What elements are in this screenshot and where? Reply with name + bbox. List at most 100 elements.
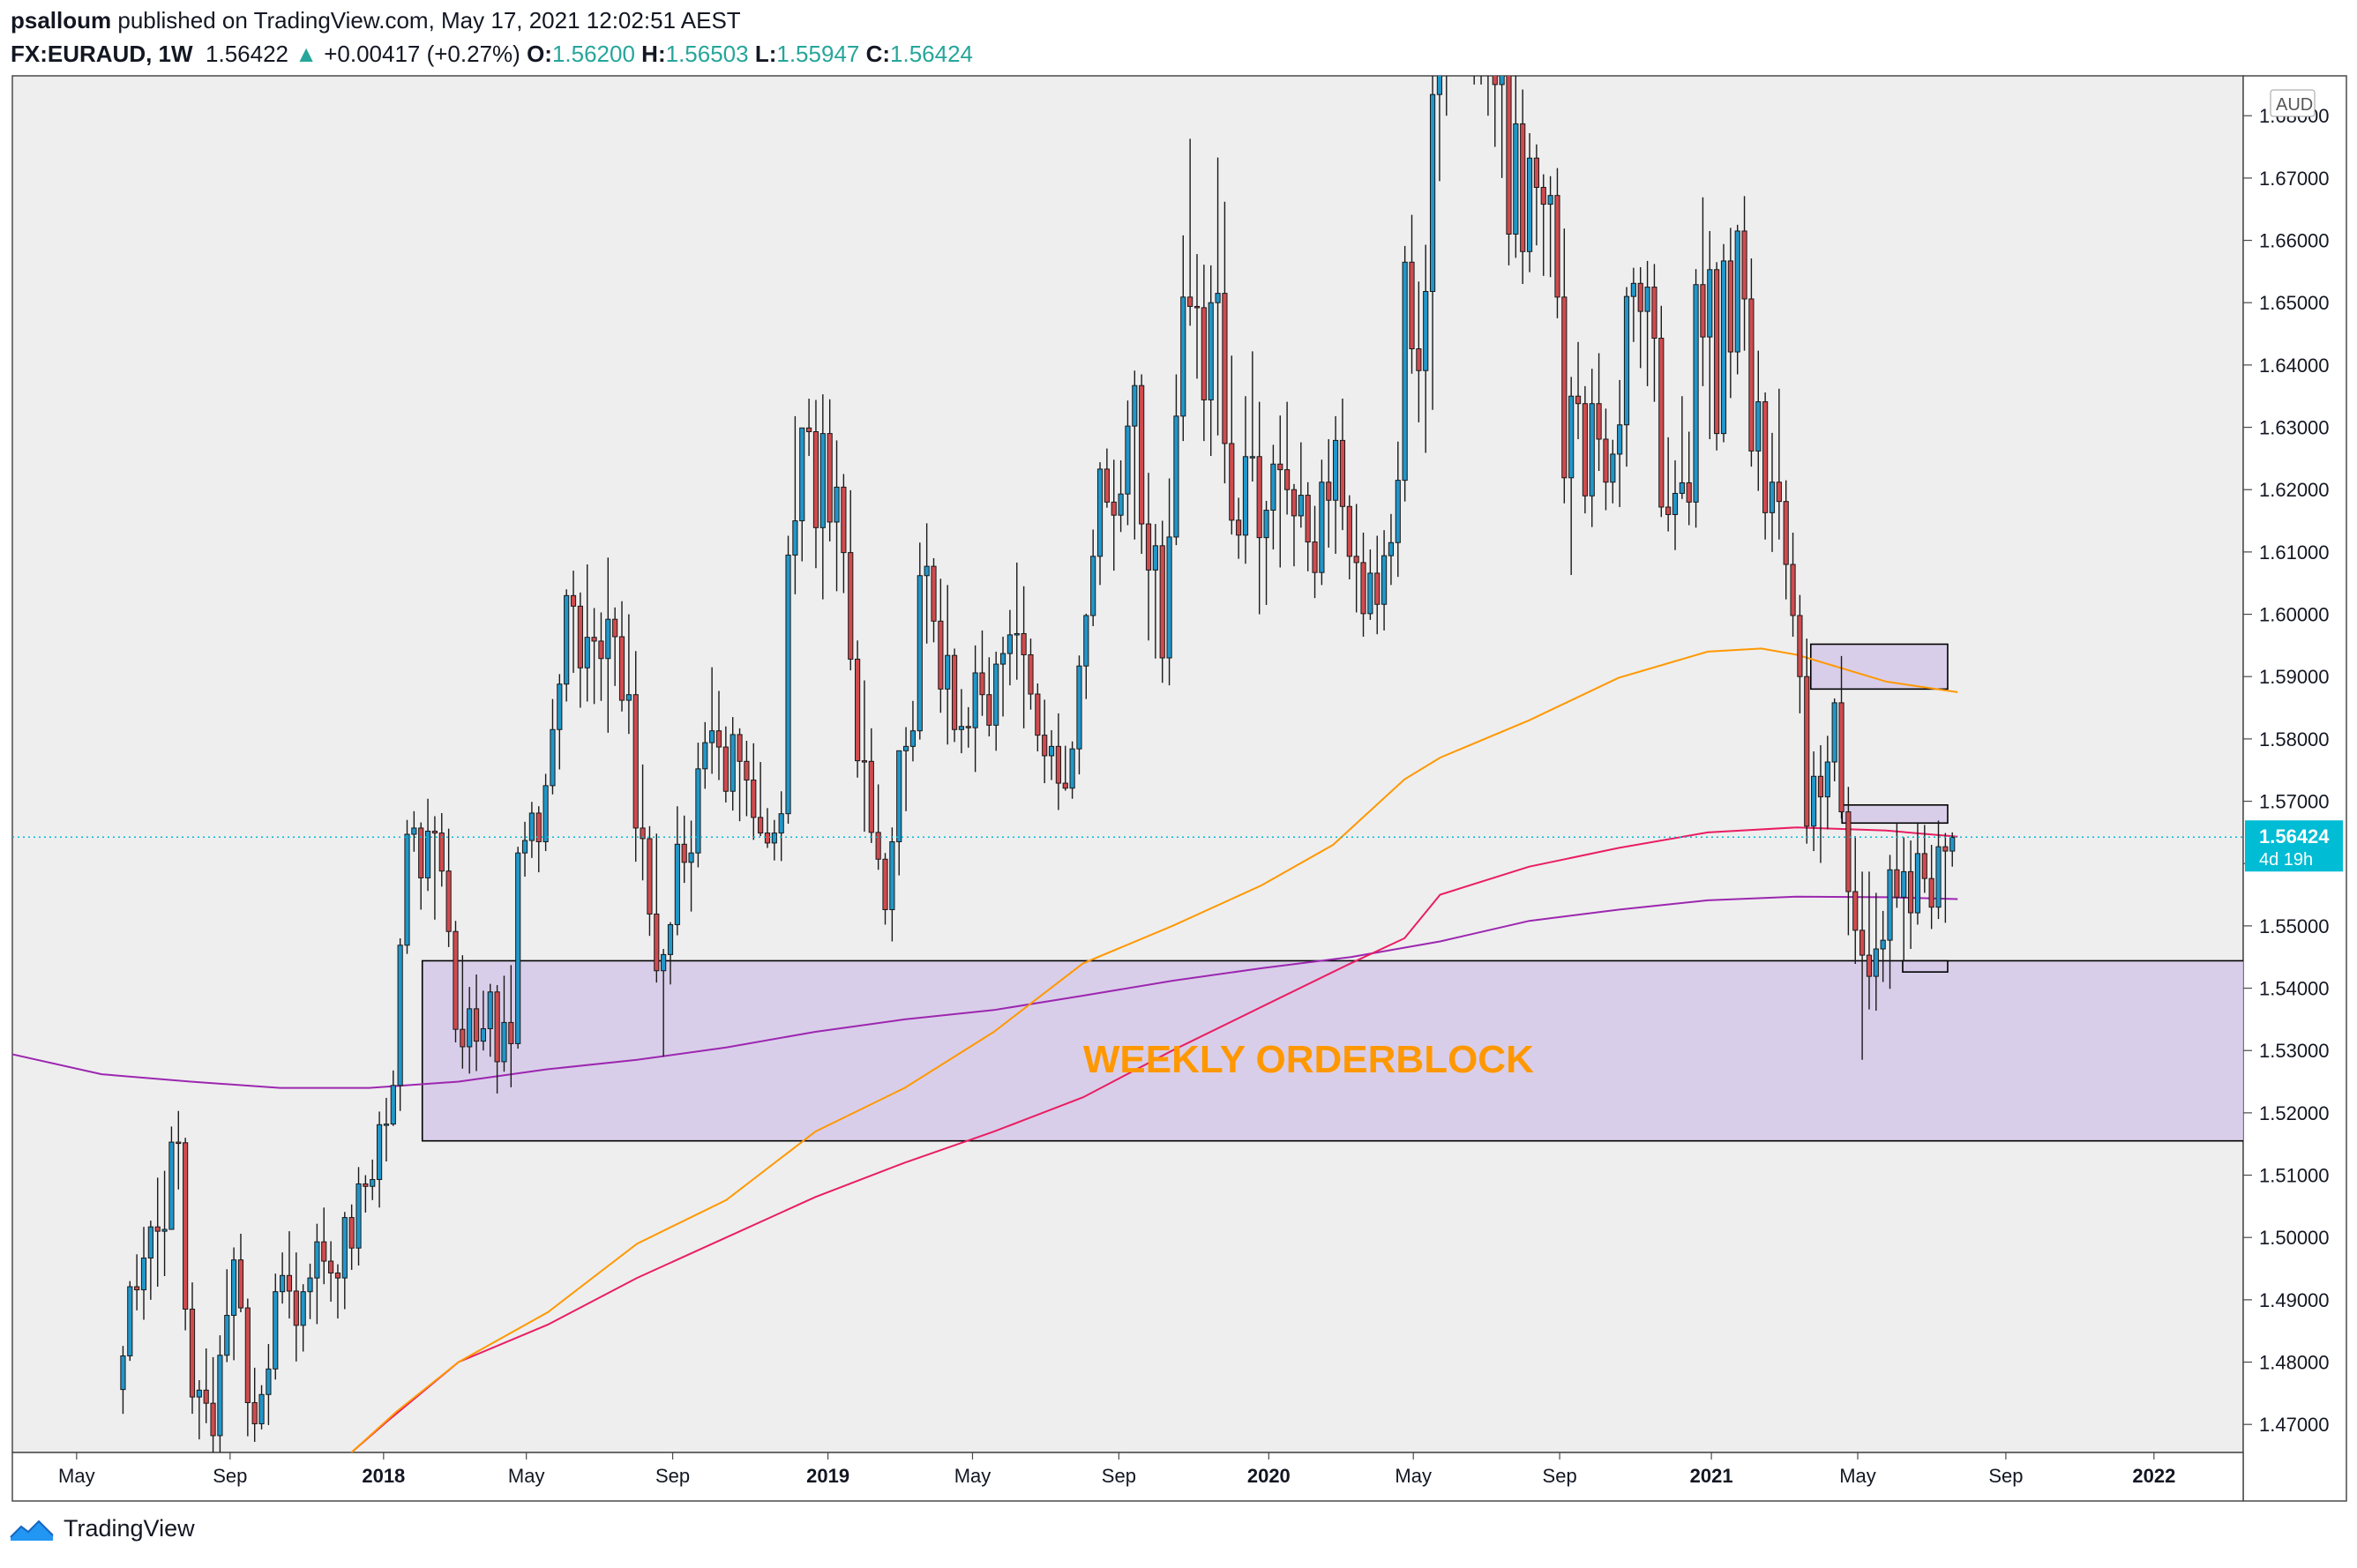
candle[interactable] — [237, 1233, 244, 1313]
candle[interactable] — [1686, 431, 1692, 526]
candle[interactable] — [1693, 269, 1699, 528]
time-axis[interactable] — [11, 1452, 2244, 1502]
candle[interactable] — [730, 717, 736, 811]
candle[interactable] — [661, 949, 667, 1057]
candle[interactable] — [1533, 144, 1539, 246]
candle[interactable] — [647, 825, 653, 937]
candle[interactable] — [1561, 228, 1568, 504]
candle[interactable] — [1714, 262, 1720, 451]
candle[interactable] — [273, 1273, 279, 1380]
candle[interactable] — [1145, 473, 1152, 641]
candle[interactable] — [1139, 374, 1145, 555]
small-demand-zone[interactable] — [1902, 959, 1949, 973]
candle[interactable] — [584, 564, 590, 702]
candle[interactable] — [307, 1263, 313, 1319]
candle[interactable] — [1028, 638, 1034, 710]
candle[interactable] — [1485, 0, 1490, 116]
candle[interactable] — [1353, 504, 1359, 613]
candle[interactable] — [445, 828, 452, 947]
candle[interactable] — [542, 773, 549, 852]
candle[interactable] — [1416, 281, 1422, 422]
candle[interactable] — [993, 651, 999, 751]
candle[interactable] — [1048, 729, 1055, 780]
candle[interactable] — [834, 440, 840, 592]
candle[interactable] — [1838, 655, 1844, 819]
candle[interactable] — [1526, 133, 1533, 273]
candle[interactable] — [1741, 196, 1747, 351]
footer-brand[interactable]: TradingView — [64, 1515, 195, 1542]
candle[interactable] — [667, 922, 674, 985]
candle[interactable] — [1637, 266, 1643, 369]
candle[interactable] — [1575, 341, 1582, 439]
candle[interactable] — [1852, 836, 1859, 964]
candle[interactable] — [293, 1252, 299, 1362]
candle[interactable] — [695, 743, 701, 868]
candle[interactable] — [1090, 529, 1096, 626]
candle[interactable] — [931, 557, 937, 643]
candle[interactable] — [348, 1204, 355, 1270]
candle[interactable] — [266, 1344, 272, 1425]
candle[interactable] — [799, 427, 805, 562]
candle[interactable] — [1907, 840, 1914, 950]
candle[interactable] — [1679, 396, 1685, 499]
candle[interactable] — [570, 571, 577, 673]
candle[interactable] — [508, 965, 514, 1087]
candle[interactable] — [819, 394, 826, 600]
candle[interactable] — [1831, 698, 1837, 781]
candle[interactable] — [1284, 401, 1291, 515]
candle[interactable] — [1374, 535, 1381, 635]
candle[interactable] — [1700, 197, 1706, 386]
candle[interactable] — [979, 630, 985, 716]
candle[interactable] — [1589, 369, 1595, 527]
candle[interactable] — [1866, 871, 1873, 1010]
candle[interactable] — [806, 399, 812, 457]
candle[interactable] — [1513, 60, 1519, 258]
candle[interactable] — [868, 728, 874, 843]
candle[interactable] — [1921, 825, 1927, 893]
candle[interactable] — [1166, 478, 1172, 686]
candle[interactable] — [1811, 751, 1817, 852]
candle[interactable] — [896, 750, 902, 876]
candle[interactable] — [1873, 892, 1879, 1011]
candle[interactable] — [715, 691, 722, 780]
candle[interactable] — [841, 474, 847, 594]
candle[interactable] — [1610, 439, 1616, 504]
candle[interactable] — [909, 700, 917, 762]
candle[interactable] — [564, 589, 570, 702]
candle[interactable] — [702, 721, 708, 789]
candle[interactable] — [176, 1110, 182, 1190]
candle[interactable] — [758, 762, 764, 837]
candle[interactable] — [355, 1167, 362, 1266]
candle[interactable] — [1914, 823, 1921, 925]
candle[interactable] — [467, 987, 473, 1074]
candle[interactable] — [431, 816, 438, 920]
candle[interactable] — [1540, 174, 1546, 276]
candle[interactable] — [654, 833, 660, 983]
candle[interactable] — [1249, 351, 1255, 482]
candle[interactable] — [224, 1269, 230, 1363]
candle[interactable] — [286, 1231, 293, 1319]
candle[interactable] — [189, 1282, 196, 1415]
candle[interactable] — [598, 612, 604, 701]
candle[interactable] — [328, 1241, 334, 1302]
candle[interactable] — [778, 791, 784, 862]
last-price-badge[interactable]: 1.56424 4d 19h — [2245, 820, 2343, 872]
candle[interactable] — [771, 819, 777, 861]
candle[interactable] — [535, 806, 542, 873]
currency-tag[interactable]: AUD — [2270, 89, 2316, 117]
candle[interactable] — [487, 983, 493, 1057]
candle[interactable] — [1152, 524, 1158, 659]
candle[interactable] — [812, 399, 819, 569]
candle[interactable] — [827, 399, 833, 541]
candle[interactable] — [1187, 138, 1193, 326]
candle[interactable] — [183, 1138, 189, 1331]
candle[interactable] — [1132, 370, 1138, 540]
candle[interactable] — [154, 1177, 161, 1288]
candle[interactable] — [231, 1247, 237, 1361]
candle[interactable] — [1596, 353, 1602, 472]
candle[interactable] — [217, 1335, 223, 1453]
candle[interactable] — [1270, 444, 1276, 550]
candle[interactable] — [140, 1227, 147, 1320]
candle[interactable] — [1748, 258, 1755, 467]
